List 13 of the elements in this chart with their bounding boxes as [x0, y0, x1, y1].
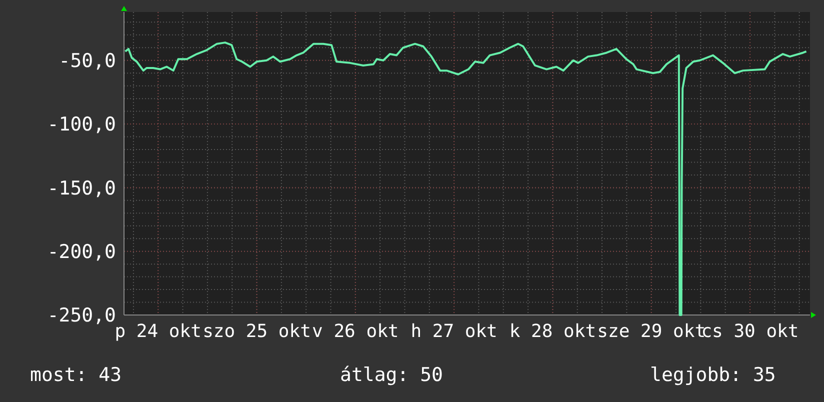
- text: most: 43: [30, 364, 122, 386]
- y-tick-label: -100,0: [47, 114, 116, 136]
- y-tick-label: -250,0: [47, 304, 116, 327]
- x-tick-label: p 24 okt: [114, 321, 202, 342]
- x-tick-label: h 27 okt: [410, 321, 498, 342]
- y-tick-label: -50,0: [58, 50, 116, 72]
- x-tick-label: v 26 okt: [312, 321, 399, 342]
- y-tick-label: -200,0: [47, 240, 116, 263]
- x-tick-label: k 28 okt: [509, 321, 596, 342]
- x-tick-label: szo 25 okt: [202, 321, 311, 342]
- text: átlag: 50: [340, 364, 443, 386]
- text: legjobb: 35: [650, 364, 776, 386]
- y-tick-label: -150,0: [47, 177, 116, 200]
